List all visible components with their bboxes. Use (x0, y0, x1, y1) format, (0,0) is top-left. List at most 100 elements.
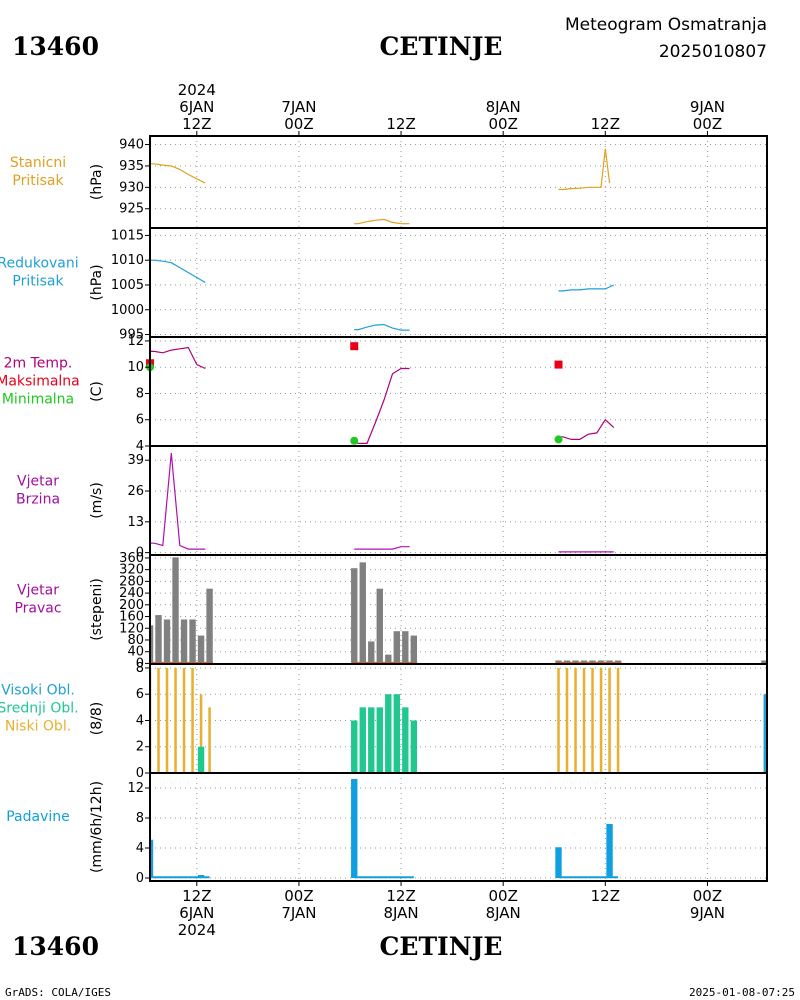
y-tick-label: 280 (119, 574, 144, 589)
bar (591, 667, 594, 773)
bar (359, 562, 366, 664)
bar (557, 667, 560, 773)
panel-temperature: 4 6 8 10 12 (C) 2m Temp. Maksimalna Minimalna (0, 334, 768, 454)
y-tick-label: 80 (127, 633, 144, 648)
time-label: 6JAN (179, 904, 214, 922)
panel-label: Padavine (6, 809, 70, 825)
bar (393, 694, 400, 773)
plot-area-reduced_pressure (150, 259, 615, 331)
bar (351, 568, 358, 664)
time-label: 8JAN (486, 98, 521, 116)
panel-label: Niski Obl. (5, 719, 71, 735)
run-time: 2025010807 (659, 42, 767, 62)
panel-precipitation: 0 4 8 12 (mm/6h/12h) Padavine (6, 772, 768, 886)
bar (616, 667, 620, 773)
y-tick-label: 360 (119, 551, 144, 566)
panel-label: Pravac (14, 601, 61, 617)
y-unit-label: (hPa) (89, 264, 105, 300)
marker-max (350, 342, 359, 351)
y-unit-label: (C) (89, 381, 105, 402)
y-unit-label: (hPa) (89, 164, 105, 200)
y-tick-label: 2 (136, 740, 144, 755)
panel-label: Stanicni (10, 155, 66, 171)
station-id-bottom: 13460 (12, 932, 99, 961)
panel-label: Brzina (16, 492, 60, 508)
time-label: 00Z (284, 115, 313, 133)
panel-label: 2m Temp. (4, 356, 73, 372)
bar (157, 667, 160, 773)
y-tick-label: 4 (136, 439, 144, 454)
bar (385, 694, 392, 773)
bar (393, 631, 400, 664)
bar (351, 720, 358, 773)
bar (150, 839, 154, 878)
y-tick-label: 320 (119, 563, 144, 578)
y-tick-label: 13 (127, 515, 144, 530)
panel-frame (149, 663, 768, 774)
y-tick-label: 39 (127, 453, 144, 468)
panel-label: Pritisak (12, 173, 64, 189)
bar (608, 667, 611, 773)
bar (165, 667, 169, 773)
y-tick-label: 12 (127, 781, 144, 796)
y-tick-label: 26 (127, 484, 144, 499)
time-label: 2024 (178, 81, 216, 99)
time-label: 12Z (591, 887, 620, 905)
y-tick-label: 8 (136, 386, 144, 401)
time-label: 7JAN (281, 904, 316, 922)
bar (191, 667, 194, 773)
bar (180, 619, 188, 664)
panel-label: Visoki Obl. (1, 683, 75, 699)
panel-frame (149, 445, 768, 556)
bar (189, 619, 196, 664)
y-tick-label: 12 (127, 334, 144, 349)
panel-label: Vjetar (17, 474, 59, 490)
panel-label: Minimalna (2, 392, 74, 408)
marker-min (350, 436, 359, 445)
series-line (354, 323, 410, 331)
bar (351, 779, 358, 878)
series-line (150, 163, 206, 184)
time-label: 7JAN (281, 98, 316, 116)
time-label: 12Z (386, 887, 415, 905)
bar (197, 635, 205, 664)
station-name-top: CETINJE (380, 32, 503, 61)
bar (763, 694, 767, 773)
bar (172, 557, 179, 664)
bar (368, 707, 375, 773)
bar (155, 615, 162, 664)
bar (174, 667, 177, 773)
bar (163, 619, 171, 664)
time-label: 00Z (284, 887, 313, 905)
y-tick-label: 240 (119, 586, 144, 601)
panel-cloud_cover: 0 2 4 6 8 (8/8) Visoki Obl. Srednji Obl. Niski O… (0, 661, 768, 781)
time-label: 12Z (182, 115, 211, 133)
panel-label: Redukovani (0, 256, 79, 272)
series-line (354, 546, 410, 550)
marker-min (554, 435, 563, 444)
panel-frame (149, 135, 768, 229)
bar (599, 667, 603, 773)
y-tick-label: 8 (136, 661, 144, 676)
time-label: 2024 (178, 921, 216, 939)
plot-area-cloud_cover (150, 667, 767, 773)
y-tick-label: 8 (136, 811, 144, 826)
panel-frame (149, 554, 768, 665)
time-label: 8JAN (383, 904, 418, 922)
panel-frame (149, 772, 768, 882)
bar (606, 824, 613, 878)
bar (582, 667, 586, 773)
panel-label: Pritisak (12, 274, 64, 290)
bar (555, 847, 562, 878)
y-tick-label: 0 (136, 871, 144, 886)
product-title: Meteogram Osmatranja (565, 15, 767, 35)
bar (199, 694, 203, 773)
bar (376, 707, 383, 773)
time-label: 9JAN (690, 904, 725, 922)
panel-frame (149, 336, 768, 447)
y-tick-label: 4 (136, 841, 144, 856)
bar (208, 707, 211, 773)
panel-label: Srednji Obl. (0, 701, 79, 717)
time-label: 00Z (693, 115, 722, 133)
